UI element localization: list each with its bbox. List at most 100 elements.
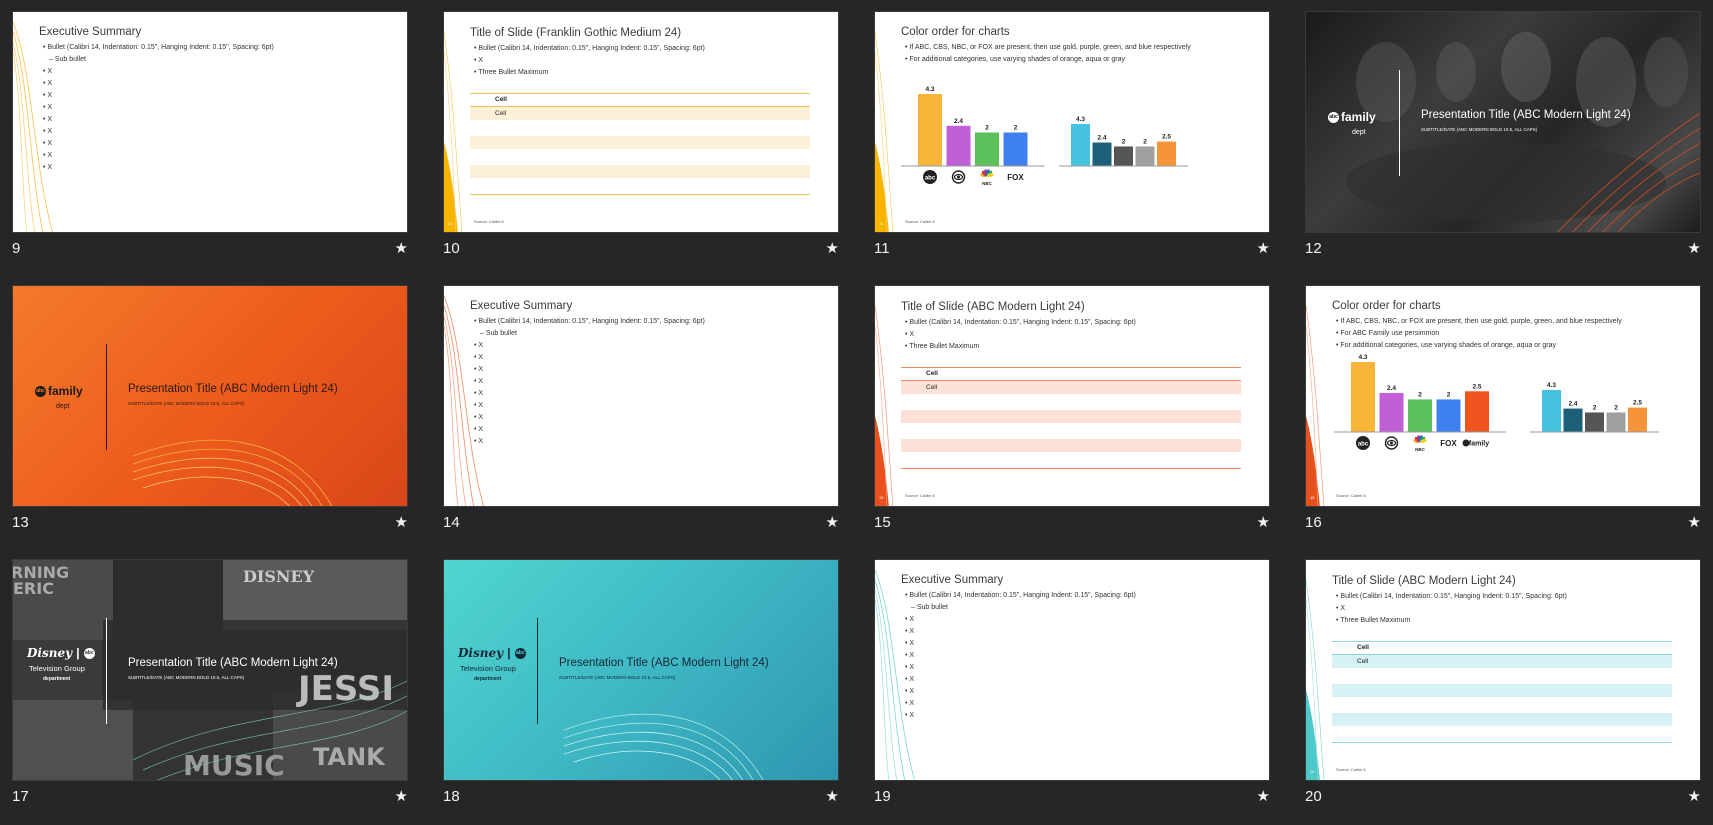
slide-9-canvas[interactable]: Executive Summary • Bullet (Calibri 14, … bbox=[12, 11, 408, 233]
slide-thumbnail-18[interactable]: Disney | abc Television Group department… bbox=[443, 559, 839, 825]
bar-data-label: 2 bbox=[985, 125, 989, 132]
slide-thumbnail-19[interactable]: Executive Summary • Bullet (Calibri 14, … bbox=[874, 559, 1270, 825]
star-icon[interactable]: ★ bbox=[394, 514, 408, 531]
abc-logo-icon: abc bbox=[35, 386, 46, 398]
slide-14-swoosh bbox=[444, 295, 484, 506]
slide-9-x-item: • X bbox=[43, 164, 53, 171]
bar-data-label: 2 bbox=[1447, 391, 1451, 398]
slide-10-page-number: 10 bbox=[448, 221, 453, 226]
slide-14-title: Executive Summary bbox=[470, 300, 573, 312]
slide-18-canvas[interactable]: Disney | abc Television Group department… bbox=[443, 559, 839, 781]
slide-19-x-item: • X bbox=[905, 652, 915, 659]
network-logo-nbc: NBC bbox=[1413, 435, 1427, 452]
slide-13-subtitle: SUBTITLE/DATE (ABC MODERN BOLD 10.5, ALL… bbox=[128, 401, 245, 406]
slide-16-chart-additional: 4.3 2.4 2 2 2.5 bbox=[1530, 382, 1659, 433]
slide-thumbnail-14[interactable]: Executive Summary • Bullet (Calibri 14, … bbox=[443, 285, 839, 551]
slide-thumbnail-13[interactable]: abc family dept Presentation Title (ABC M… bbox=[12, 285, 408, 551]
slide-12-canvas[interactable]: abc family dept Presentation Title (ABC M… bbox=[1305, 11, 1701, 233]
fox-logo-text: FOX bbox=[1440, 439, 1457, 448]
slide-11-accent-bar bbox=[875, 31, 894, 232]
bar-data-label: 2 bbox=[1614, 404, 1618, 411]
disney-logo: Disney | abc bbox=[458, 646, 526, 660]
star-icon[interactable]: ★ bbox=[1687, 514, 1701, 531]
logo-group: Television Group bbox=[460, 664, 516, 673]
star-icon[interactable]: ★ bbox=[825, 240, 839, 257]
logo-dept: department bbox=[474, 676, 502, 682]
collage-text: JESSI bbox=[296, 669, 394, 709]
network-logo-cbs bbox=[1384, 436, 1399, 450]
collage-text: RNING bbox=[13, 563, 69, 582]
slide-thumbnail-17[interactable]: RNING ERIC DISNEY JESSI MUSIC TANK Disne… bbox=[12, 559, 408, 825]
slide-20-canvas[interactable]: Title of Slide (ABC Modern Light 24) • B… bbox=[1305, 559, 1701, 781]
slide-15-accent-bar bbox=[875, 305, 894, 506]
slide-10-table-header: Cell bbox=[495, 96, 507, 103]
slide-16-canvas[interactable]: Color order for charts • If ABC, CBS, NB… bbox=[1305, 285, 1701, 507]
logo-dept: department bbox=[43, 676, 71, 682]
slide-20-table-header: Cell bbox=[1357, 644, 1369, 651]
slide-19-canvas[interactable]: Executive Summary • Bullet (Calibri 14, … bbox=[874, 559, 1270, 781]
chart-bar bbox=[1606, 412, 1626, 432]
slide-thumbnail-9[interactable]: Executive Summary • Bullet (Calibri 14, … bbox=[12, 11, 408, 277]
slide-16-bullet: • If ABC, CBS, NBC, or FOX are present, … bbox=[1336, 318, 1622, 325]
slide-16-title: Color order for charts bbox=[1332, 300, 1441, 312]
slide-16-chart-networks: 4.3 abc 2.4 2 NBC 2 FOX 2.5 family bbox=[1334, 354, 1506, 452]
chart-bar bbox=[1351, 362, 1375, 432]
slide-10-canvas[interactable]: Title of Slide (Franklin Gothic Medium 2… bbox=[443, 11, 839, 233]
slide-thumbnail-10[interactable]: Title of Slide (Franklin Gothic Medium 2… bbox=[443, 11, 839, 277]
slide-number: 9 bbox=[12, 240, 21, 257]
slide-13-presentation-title: Presentation Title (ABC Modern Light 24) bbox=[128, 383, 338, 395]
star-icon[interactable]: ★ bbox=[1256, 788, 1270, 805]
slide-10-source: Source: Calibri 8 bbox=[474, 219, 504, 224]
slide-14-x-item: • X bbox=[474, 342, 484, 349]
slide-9-x-item: • X bbox=[43, 152, 53, 159]
title-divider bbox=[106, 618, 107, 724]
slide-19-x-item: • X bbox=[905, 616, 915, 623]
slide-15-canvas[interactable]: Title of Slide (ABC Modern Light 24) • B… bbox=[874, 285, 1270, 507]
chart-bar bbox=[1563, 408, 1583, 432]
slide-14-canvas[interactable]: Executive Summary • Bullet (Calibri 14, … bbox=[443, 285, 839, 507]
slide-20-source: Source: Calibri 8 bbox=[1336, 767, 1366, 772]
slide-thumbnail-11[interactable]: Color order for charts • If ABC, CBS, NB… bbox=[874, 11, 1270, 277]
slide-15-bullet: • X bbox=[905, 331, 915, 338]
slide-thumbnail-20[interactable]: Title of Slide (ABC Modern Light 24) • B… bbox=[1305, 559, 1701, 825]
slide-18-subtitle: SUBTITLE/DATE (ABC MODERN BOLD 10.5, ALL… bbox=[559, 675, 676, 680]
bar-data-label: 4.3 bbox=[1076, 116, 1085, 123]
star-icon[interactable]: ★ bbox=[1256, 514, 1270, 531]
slide-number: 20 bbox=[1305, 788, 1322, 805]
star-icon[interactable]: ★ bbox=[394, 240, 408, 257]
star-icon[interactable]: ★ bbox=[1256, 240, 1270, 257]
slide-number: 17 bbox=[12, 788, 29, 805]
slide-19-x-item: • X bbox=[905, 640, 915, 647]
slide-16-bullet: • For ABC Family use persimmon bbox=[1336, 330, 1440, 337]
abc-logo-text: abc bbox=[1358, 442, 1369, 448]
slide-15-bullet: • Three Bullet Maximum bbox=[905, 343, 980, 350]
collage-text: TANK bbox=[313, 743, 386, 771]
slide-thumbnail-16[interactable]: Color order for charts • If ABC, CBS, NB… bbox=[1305, 285, 1701, 551]
star-icon[interactable]: ★ bbox=[394, 788, 408, 805]
slide-15-table-cell: Cell bbox=[926, 384, 938, 391]
slide-thumbnail-15[interactable]: Title of Slide (ABC Modern Light 24) • B… bbox=[874, 285, 1270, 551]
slide-9-x-item: • X bbox=[43, 80, 53, 87]
chart-bar bbox=[1628, 407, 1647, 432]
logo-dept: dept bbox=[56, 403, 70, 410]
slide-19-x-item: • X bbox=[905, 700, 915, 707]
star-icon[interactable]: ★ bbox=[1687, 240, 1701, 257]
slide-13-canvas[interactable]: abc family dept Presentation Title (ABC M… bbox=[12, 285, 408, 507]
slide-number: 15 bbox=[874, 514, 891, 531]
slide-11-canvas[interactable]: Color order for charts • If ABC, CBS, NB… bbox=[874, 11, 1270, 233]
star-icon[interactable]: ★ bbox=[1687, 788, 1701, 805]
chart-bar bbox=[1114, 146, 1133, 166]
star-icon[interactable]: ★ bbox=[825, 788, 839, 805]
slide-9-x-item: • X bbox=[43, 68, 53, 75]
slide-14-x-item: • X bbox=[474, 402, 484, 409]
chart-bar bbox=[1465, 391, 1489, 432]
star-icon[interactable]: ★ bbox=[825, 514, 839, 531]
slide-17-canvas[interactable]: RNING ERIC DISNEY JESSI MUSIC TANK Disne… bbox=[12, 559, 408, 781]
slide-14-x-item: • X bbox=[474, 378, 484, 385]
slide-9-x-item: • X bbox=[43, 92, 53, 99]
logo-group: Television Group bbox=[29, 664, 85, 673]
title-divider bbox=[106, 344, 107, 450]
slide-thumbnail-12[interactable]: abc family dept Presentation Title (ABC M… bbox=[1305, 11, 1701, 277]
slide-12-photo-bg bbox=[1346, 32, 1700, 232]
